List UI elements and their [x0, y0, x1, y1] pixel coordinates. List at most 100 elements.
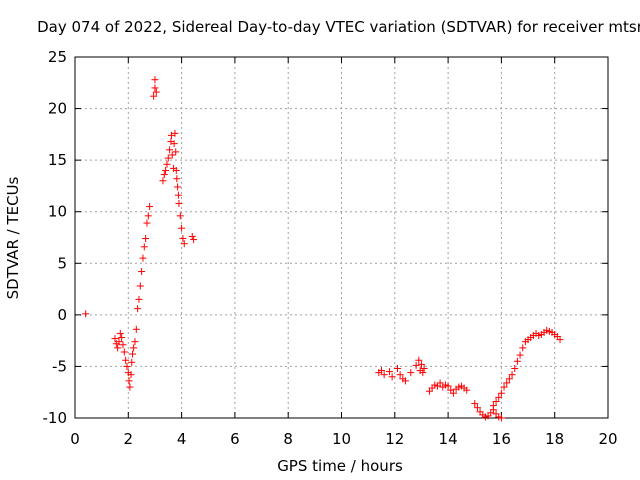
x-tick-label: 2 [124, 430, 134, 448]
data-point [471, 400, 479, 408]
data-series [82, 76, 564, 422]
x-tick-label: 16 [492, 430, 511, 448]
y-tick-label: 20 [48, 100, 67, 118]
x-tick-label: 20 [598, 430, 617, 448]
data-point [473, 404, 481, 412]
chart-title: Day 074 of 2022, Sidereal Day-to-day VTE… [37, 18, 640, 36]
data-point [489, 402, 497, 410]
data-point [396, 371, 404, 379]
data-point [412, 361, 420, 369]
data-point [128, 358, 136, 366]
data-point [160, 171, 168, 179]
data-point [131, 338, 139, 346]
data-point [497, 414, 505, 422]
data-point [151, 84, 159, 92]
data-point [138, 268, 146, 276]
data-point [419, 369, 427, 377]
data-point [508, 371, 516, 379]
data-point [173, 175, 181, 183]
x-tick-label: 14 [439, 430, 458, 448]
data-point [388, 373, 396, 381]
data-point [172, 148, 180, 156]
data-point [116, 329, 124, 337]
data-point [497, 389, 505, 397]
data-point [401, 377, 409, 385]
data-point [168, 151, 176, 159]
data-point [556, 336, 564, 344]
data-point [172, 166, 180, 174]
data-point [143, 219, 151, 227]
data-point [415, 356, 423, 364]
data-point [516, 351, 524, 359]
x-tick-label: 18 [545, 430, 564, 448]
data-point [118, 334, 126, 342]
data-point [126, 383, 134, 391]
data-point [130, 344, 138, 352]
data-point [444, 382, 452, 390]
data-point [127, 371, 135, 379]
x-tick-label: 6 [230, 430, 240, 448]
y-tick-label: -5 [52, 357, 67, 375]
data-point [492, 397, 500, 405]
data-point [140, 243, 148, 251]
x-tick-label: 8 [283, 430, 293, 448]
data-point [180, 240, 188, 248]
y-tick-label: 5 [57, 254, 67, 272]
data-point [114, 344, 122, 352]
data-point [174, 191, 182, 199]
data-point [152, 88, 160, 96]
data-point [188, 232, 196, 240]
data-point [503, 379, 511, 387]
data-point [139, 254, 147, 262]
grid-lines [75, 57, 608, 418]
data-point [111, 335, 119, 343]
data-point [519, 344, 527, 352]
data-point [163, 160, 171, 168]
data-point [142, 235, 150, 243]
x-tick-label: 4 [177, 430, 187, 448]
data-point [393, 364, 401, 372]
data-point [505, 375, 513, 383]
data-point [170, 140, 178, 148]
data-point [122, 356, 130, 364]
data-point [120, 348, 128, 356]
x-tick-label: 12 [385, 430, 404, 448]
x-tick-labels: 0 2 4 6 8 10 12 14 16 18 20 [70, 430, 617, 448]
data-point [115, 338, 123, 346]
data-point [171, 129, 179, 137]
x-tick-label: 0 [70, 430, 80, 448]
data-point [166, 146, 174, 154]
data-point [178, 224, 186, 232]
data-point [134, 305, 142, 313]
y-tick-labels: -10 -5 0 5 10 15 20 25 [43, 48, 68, 427]
data-point [146, 203, 154, 211]
axis-ticks [74, 56, 609, 419]
data-point [136, 282, 144, 290]
data-point [380, 371, 388, 379]
data-point [129, 350, 137, 358]
data-point [174, 183, 182, 191]
data-point [159, 177, 167, 185]
x-axis-label: GPS time / hours [277, 457, 403, 475]
data-point [500, 383, 508, 391]
data-point [123, 362, 131, 370]
data-point [82, 310, 90, 318]
data-point [436, 379, 444, 387]
data-point [407, 369, 415, 377]
data-point [463, 386, 471, 394]
data-point [175, 199, 183, 207]
y-tick-label: 25 [48, 48, 67, 66]
data-point [151, 76, 159, 84]
data-point [150, 92, 158, 100]
data-point [420, 364, 428, 372]
data-point [164, 154, 172, 162]
y-tick-label: 0 [57, 306, 67, 324]
y-tick-label: -10 [43, 409, 68, 427]
data-point [144, 212, 152, 220]
data-point [125, 377, 133, 385]
data-point [119, 341, 127, 349]
data-point [132, 325, 140, 333]
data-point [190, 236, 198, 244]
data-point [179, 235, 187, 243]
